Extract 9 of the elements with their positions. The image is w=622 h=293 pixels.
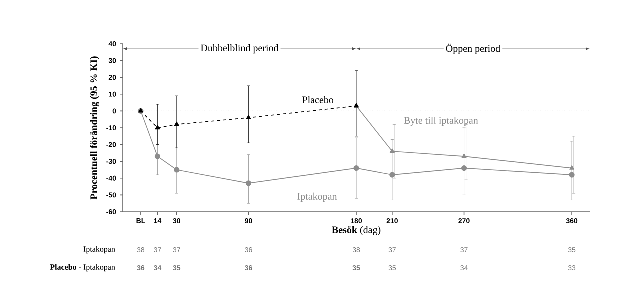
text: Byte till iptakopan xyxy=(404,116,478,126)
x-axis-title: Besök (dag) xyxy=(332,226,381,236)
annotation: Öppen period xyxy=(446,44,500,54)
text: Iptakopan xyxy=(84,246,116,254)
annotation: Dubbelblind period xyxy=(201,44,279,54)
text: Placebo - Iptakopan xyxy=(50,264,116,272)
y-axis-title: Procentuell förändring (95 % KI) xyxy=(90,56,100,200)
series-label: Placebo xyxy=(302,96,334,104)
series-label: Iptakopan xyxy=(298,192,338,202)
